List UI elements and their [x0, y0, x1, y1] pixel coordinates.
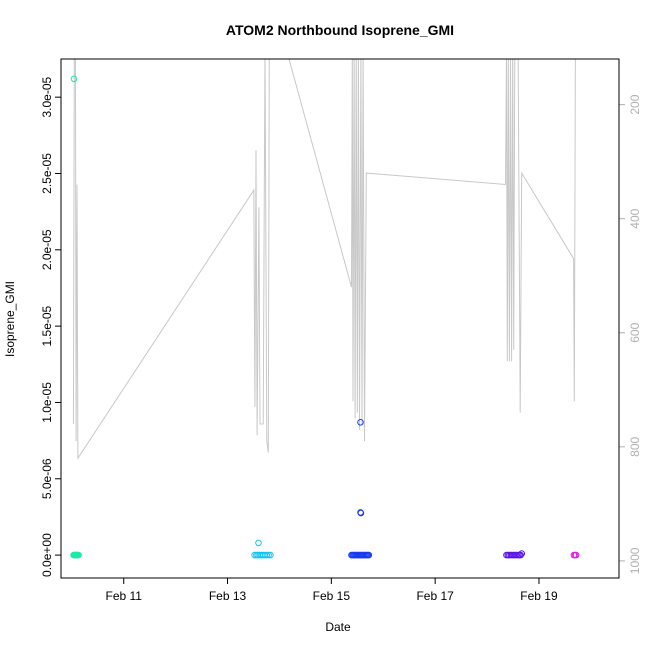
y-tick-label: 5.0e-06	[40, 458, 54, 499]
axes-layer: Feb 11 Feb 13 Feb 15 Feb 17 Feb 19 0.0e+00 5.0…	[40, 76, 642, 603]
secondary-line-layer	[72, 59, 576, 460]
right-tick-label: 600	[628, 322, 642, 342]
y-tick-label: 2.0e-05	[40, 229, 54, 270]
y-tick-label: 0.0e+00	[40, 533, 54, 577]
point-series-2-11	[267, 551, 274, 559]
chart-title: ATOM2 Northbound Isoprene_GMI	[226, 22, 454, 38]
y-axis-label: Isoprene_GMI	[3, 281, 17, 357]
point-series-3-20	[365, 551, 373, 559]
right-tick-label: 400	[628, 208, 642, 228]
right-tick-label: 800	[628, 436, 642, 456]
secondary-line	[72, 59, 576, 460]
point-series-2-9	[263, 551, 271, 559]
y-tick-label: 3.0e-05	[40, 76, 54, 117]
x-tick-label: Feb 19	[520, 589, 558, 603]
y-tick-label: 1.5e-05	[40, 305, 54, 346]
x-tick-label: Feb 15	[313, 589, 351, 603]
x-tick-label: Feb 11	[105, 589, 142, 603]
x-axis-label: Date	[325, 620, 351, 634]
y-tick-label: 1.0e-05	[40, 382, 54, 423]
point-series-5-3	[572, 551, 580, 559]
y-tick-label: 2.5e-05	[40, 153, 54, 194]
x-tick-label: Feb 17	[416, 589, 454, 603]
point-series-2-2	[251, 551, 258, 559]
right-tick-label: 200	[628, 94, 642, 114]
point-series-3-3	[357, 509, 365, 517]
point-series-4-12	[517, 551, 524, 559]
point-series-3-1	[357, 419, 364, 426]
x-tick-label: Feb 13	[209, 589, 247, 603]
point-series-1-1	[70, 75, 78, 83]
point-series-1-9	[75, 551, 82, 559]
right-tick-label: 1000	[628, 547, 642, 574]
plot-frame	[60, 58, 620, 579]
point-series-2-1	[255, 539, 262, 547]
points-layer	[70, 75, 580, 559]
point-series-2-10	[265, 551, 272, 559]
